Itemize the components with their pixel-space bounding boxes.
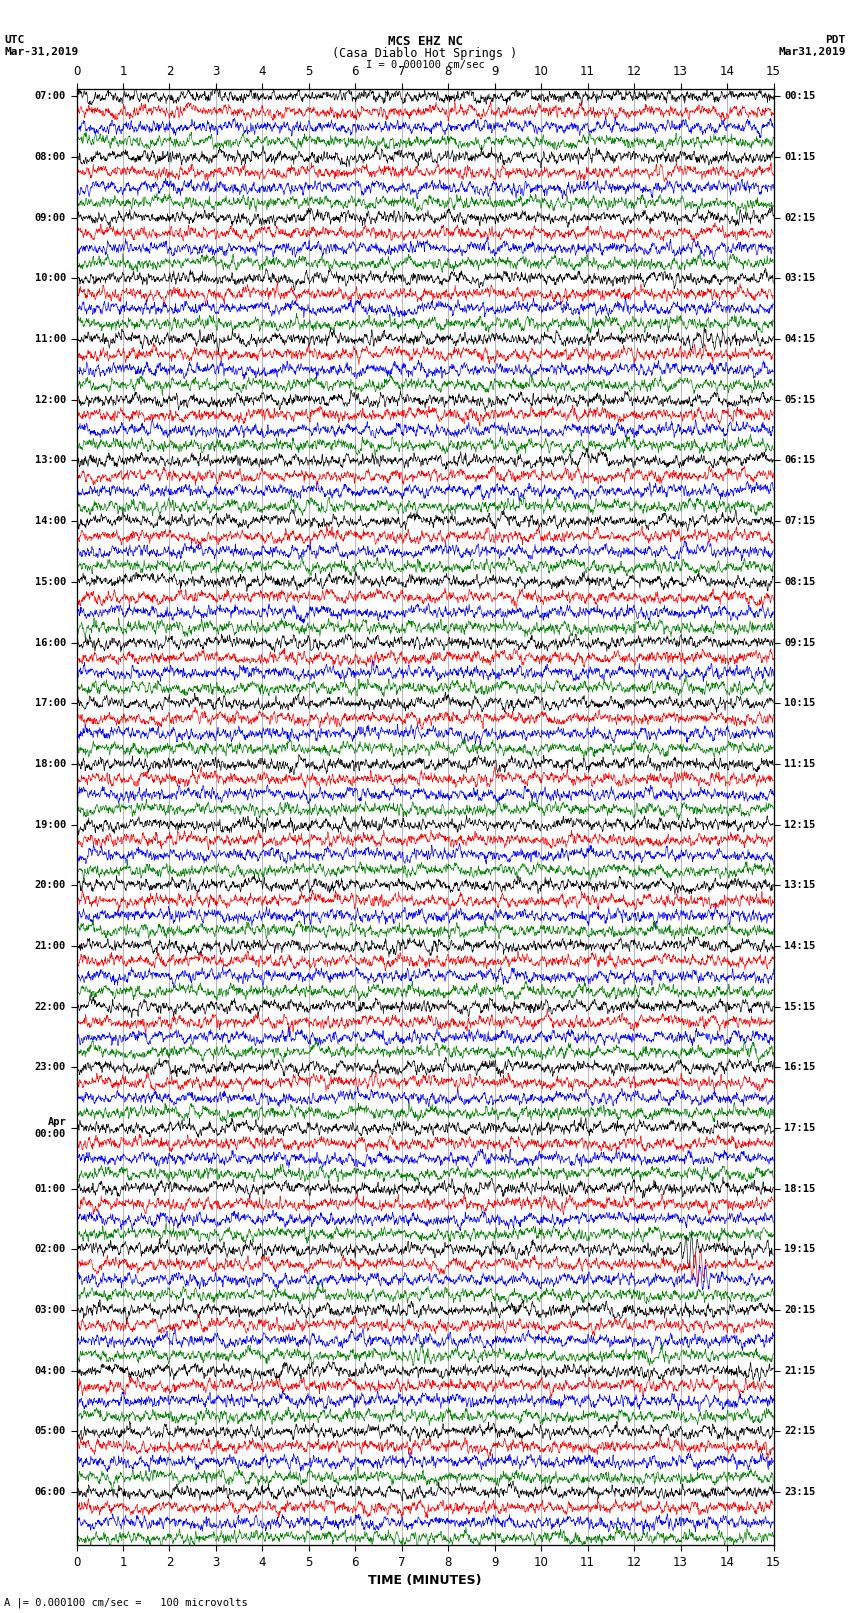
Text: Mar-31,2019: Mar-31,2019 bbox=[4, 47, 78, 56]
Text: PDT: PDT bbox=[825, 35, 846, 45]
Text: MCS EHZ NC: MCS EHZ NC bbox=[388, 35, 462, 48]
Text: Mar31,2019: Mar31,2019 bbox=[779, 47, 846, 56]
X-axis label: TIME (MINUTES): TIME (MINUTES) bbox=[368, 1574, 482, 1587]
Text: I = 0.000100 cm/sec: I = 0.000100 cm/sec bbox=[366, 60, 484, 69]
Text: UTC: UTC bbox=[4, 35, 25, 45]
Text: A |= 0.000100 cm/sec =   100 microvolts: A |= 0.000100 cm/sec = 100 microvolts bbox=[4, 1597, 248, 1608]
Text: (Casa Diablo Hot Springs ): (Casa Diablo Hot Springs ) bbox=[332, 47, 518, 60]
